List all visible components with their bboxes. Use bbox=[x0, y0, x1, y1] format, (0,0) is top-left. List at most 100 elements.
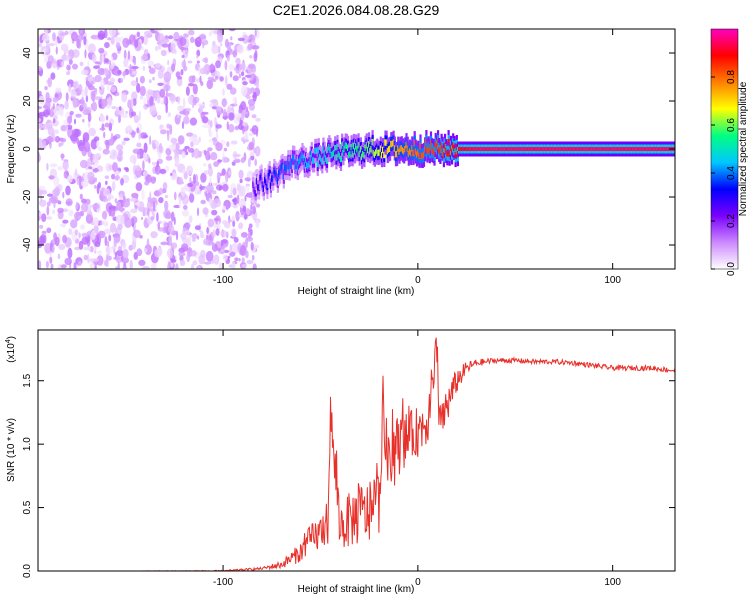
spectrogram-noise-blob bbox=[157, 222, 160, 230]
spectrogram-noise-blob bbox=[197, 190, 202, 195]
spectrogram-noise-blob bbox=[235, 210, 240, 222]
spectrogram-ridge-mark bbox=[606, 147, 609, 151]
spectrogram-noise-blob bbox=[87, 43, 96, 54]
spectrogram-ridge-mark bbox=[632, 147, 635, 151]
spectrogram-noise-blob bbox=[91, 53, 97, 63]
spectrogram-noise-blob bbox=[152, 76, 155, 81]
spectrogram-noise-blob bbox=[74, 168, 78, 177]
spectrogram-ridge-mark bbox=[591, 147, 594, 151]
spectrogram-noise-blob bbox=[163, 222, 169, 228]
spectrogram-noise-blob bbox=[53, 105, 62, 116]
spectrogram-noise-blob bbox=[248, 63, 255, 69]
spectrogram-noise-blob bbox=[138, 129, 141, 140]
spectrogram-noise-blob bbox=[148, 79, 152, 84]
spectrogram-noise-blob bbox=[210, 152, 218, 161]
spectrogram-noise-blob bbox=[232, 75, 239, 82]
spectrogram-ridge-mark bbox=[602, 147, 606, 151]
spectrogram-noise-blob bbox=[226, 141, 230, 148]
spectrogram-noise-blob bbox=[219, 185, 222, 191]
spectrogram-noise-blob bbox=[215, 132, 219, 140]
spectrogram-ridge-mark bbox=[570, 147, 573, 151]
spectrogram-ridge-mark bbox=[460, 147, 463, 151]
spectrogram-noise-blob bbox=[90, 258, 99, 262]
spectrogram-ridge-mark bbox=[662, 147, 665, 151]
spectrogram-panel: -100 0 100 -40 -20 0 20 40 Height of straight l… bbox=[6, 28, 676, 297]
spectrogram-noise-blob bbox=[67, 174, 73, 183]
spectrogram-noise-blob bbox=[65, 198, 73, 207]
spectrogram-noise-blob bbox=[241, 263, 247, 269]
spectrogram-ridge-mark bbox=[362, 150, 365, 158]
spectrogram-noise-blob bbox=[181, 121, 185, 130]
spectrogram-noise-blob bbox=[249, 79, 257, 84]
spectrogram-noise-blob bbox=[72, 81, 77, 89]
spectrogram-noise-blob bbox=[103, 188, 111, 198]
spectrogram-ridge-mark bbox=[453, 144, 456, 152]
spectrogram-ridge-mark bbox=[273, 167, 276, 175]
spectrogram-ridge-mark bbox=[442, 152, 445, 159]
snr-ytick-label: 0.5 bbox=[22, 500, 33, 514]
spectrogram-noise-blob bbox=[244, 238, 248, 249]
spectrogram-noise-blob bbox=[204, 187, 207, 192]
spectrogram-noise-blob bbox=[183, 33, 189, 38]
spectrogram-noise-blob bbox=[68, 58, 73, 65]
spectrogram-noise-blob bbox=[165, 155, 173, 161]
spectrogram-noise-blob bbox=[60, 264, 67, 269]
spectrogram-ridge-mark bbox=[535, 147, 538, 151]
spectrogram-noise-blob bbox=[40, 45, 47, 55]
snr-ytick-label: 0.0 bbox=[22, 564, 33, 578]
spectrogram-noise-blob bbox=[180, 186, 186, 197]
spectrogram-ridge-mark bbox=[417, 149, 420, 156]
spectrogram-noise-blob bbox=[46, 136, 54, 143]
spectrogram-ridge-mark bbox=[491, 147, 495, 151]
spectrogram-noise-blob bbox=[195, 36, 202, 48]
spectrogram-noise-blob bbox=[84, 49, 87, 59]
spectrogram-ridge-mark bbox=[476, 147, 479, 151]
spectrogram-ridge-mark bbox=[465, 147, 468, 151]
spectrogram-noise-blob bbox=[215, 228, 220, 236]
spectrogram-noise-blob bbox=[87, 253, 90, 264]
spectrogram-noise-blob bbox=[221, 108, 224, 114]
spectrogram-noise-blob bbox=[168, 224, 175, 234]
spectrogram-noise-blob bbox=[211, 44, 219, 55]
spectrogram-ridge-mark bbox=[351, 151, 354, 158]
colorbar: 0.0 0.2 0.4 0.6 0.8 Normalized spectral ampl… bbox=[710, 28, 749, 276]
spectrogram-noise-blob bbox=[50, 72, 56, 80]
spectrogram-noise-blob bbox=[196, 207, 200, 216]
spectrogram-ridge-mark bbox=[415, 151, 419, 158]
spectrogram-noise-blob bbox=[138, 259, 146, 266]
spectrogram-ridge-mark bbox=[341, 142, 344, 149]
spectrogram-noise-blob bbox=[228, 29, 236, 32]
spectrogram-noise-blob bbox=[232, 49, 237, 58]
spectrogram-noise-blob bbox=[69, 134, 78, 142]
spectrogram-noise-blob bbox=[222, 156, 229, 163]
spectrogram-ridge-mark bbox=[389, 145, 392, 152]
spectrogram-noise-blob bbox=[131, 91, 138, 102]
spectrogram-ridge-mark bbox=[396, 150, 399, 158]
spectrogram-noise-blob bbox=[198, 103, 205, 107]
colorbar-ticks: 0.0 0.2 0.4 0.6 0.8 bbox=[711, 70, 737, 276]
spectrogram-ridge-mark bbox=[454, 151, 457, 159]
spectrogram-noise-blob bbox=[47, 55, 54, 64]
spectrogram-noise-blob bbox=[182, 200, 186, 205]
spectrogram-noise-blob bbox=[187, 147, 195, 153]
spectrogram-noise-blob bbox=[104, 175, 110, 179]
spectrogram-noise-blob bbox=[79, 61, 84, 67]
spectrogram-noise-blob bbox=[148, 65, 152, 69]
spectrogram-noise-blob bbox=[68, 83, 72, 93]
spectrogram-ridge-mark bbox=[334, 145, 337, 152]
spectrogram-noise-blob bbox=[85, 95, 89, 103]
spectrogram-noise-blob bbox=[98, 97, 103, 109]
spectrogram-noise-blob bbox=[250, 204, 253, 211]
spectrogram-noise-blob bbox=[188, 215, 193, 224]
spectrogram-noise-blob bbox=[54, 136, 61, 143]
spectrogram-noise-blob bbox=[40, 234, 46, 245]
spectrogram-ridge-mark bbox=[652, 147, 655, 151]
spectrogram-ridge-mark bbox=[400, 145, 403, 152]
spectrogram-noise-blob bbox=[63, 54, 71, 61]
spectrogram-noise-blob bbox=[190, 36, 195, 43]
spectrogram-noise-blob bbox=[150, 231, 158, 239]
spectrogram-noise-blob bbox=[39, 224, 44, 229]
spectrogram-noise-blob bbox=[222, 254, 228, 261]
spectrogram-noise-blob bbox=[207, 119, 211, 126]
spectrogram-ridge-mark bbox=[468, 147, 471, 151]
